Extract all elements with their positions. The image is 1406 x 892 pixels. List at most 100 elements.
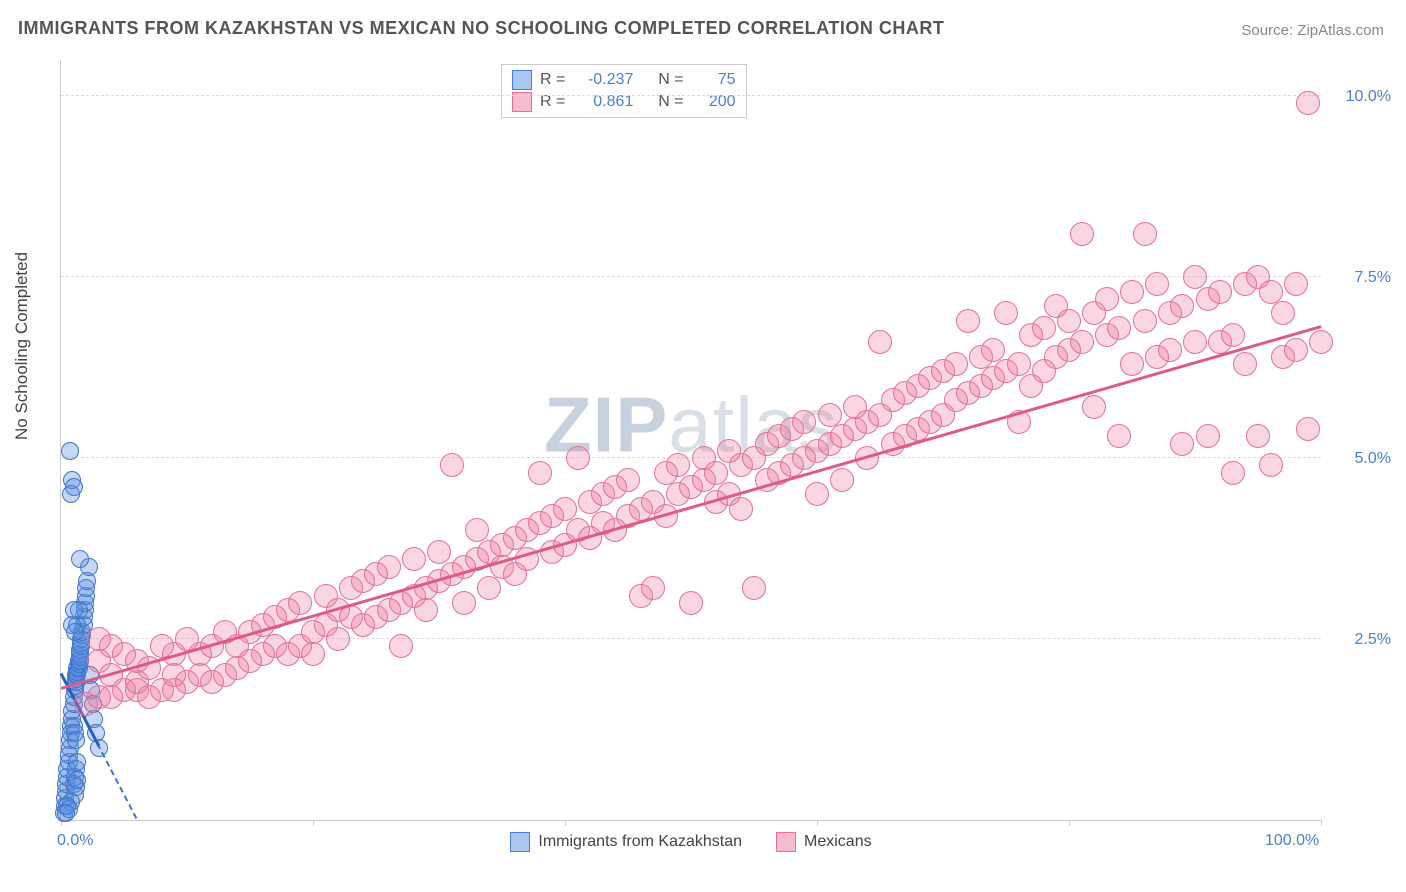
scatter-point-kazakhstan <box>65 601 83 619</box>
y-tick-label: 2.5% <box>1331 631 1391 649</box>
chart-title: IMMIGRANTS FROM KAZAKHSTAN VS MEXICAN NO… <box>18 18 944 39</box>
scatter-point-kazakhstan <box>71 550 89 568</box>
scatter-point-mexicans <box>1183 330 1207 354</box>
scatter-point-mexicans <box>818 403 842 427</box>
source-prefix: Source: <box>1241 22 1297 39</box>
scatter-point-mexicans <box>1120 352 1144 376</box>
series-legend: Immigrants from Kazakhstan Mexicans <box>61 832 1321 852</box>
x-tick-label: 100.0% <box>1265 832 1319 850</box>
watermark-bold: ZIP <box>544 380 668 468</box>
scatter-point-mexicans <box>566 446 590 470</box>
scatter-point-mexicans <box>427 540 451 564</box>
scatter-point-mexicans <box>1120 280 1144 304</box>
scatter-point-mexicans <box>1183 265 1207 289</box>
x-tick <box>1321 820 1322 826</box>
scatter-point-mexicans <box>729 497 753 521</box>
scatter-point-kazakhstan <box>68 771 86 789</box>
y-tick-label: 7.5% <box>1331 269 1391 287</box>
source-attribution: Source: ZipAtlas.com <box>1241 22 1384 39</box>
scatter-point-mexicans <box>1070 330 1094 354</box>
scatter-point-mexicans <box>1296 91 1320 115</box>
legend-r-label: R = <box>540 69 565 91</box>
scatter-point-mexicans <box>1233 352 1257 376</box>
scatter-point-mexicans <box>1259 280 1283 304</box>
legend-row: R =-0.237 N =75 <box>512 69 736 91</box>
scatter-point-mexicans <box>1170 432 1194 456</box>
x-tick-label: 0.0% <box>57 832 93 850</box>
scatter-point-mexicans <box>641 576 665 600</box>
legend-swatch <box>776 832 796 852</box>
legend-label: Mexicans <box>804 833 872 851</box>
scatter-point-mexicans <box>1158 338 1182 362</box>
scatter-point-mexicans <box>792 410 816 434</box>
source-text: ZipAtlas.com <box>1297 22 1384 39</box>
scatter-point-mexicans <box>1170 294 1194 318</box>
y-tick-label: 10.0% <box>1331 88 1391 106</box>
scatter-point-mexicans <box>389 634 413 658</box>
scatter-point-mexicans <box>956 309 980 333</box>
scatter-point-mexicans <box>1082 395 1106 419</box>
scatter-point-mexicans <box>704 461 728 485</box>
scatter-point-kazakhstan <box>61 442 79 460</box>
scatter-point-mexicans <box>1057 309 1081 333</box>
legend-swatch <box>510 832 530 852</box>
scatter-point-mexicans <box>742 576 766 600</box>
legend-item: Mexicans <box>776 832 872 852</box>
scatter-point-kazakhstan <box>68 753 86 771</box>
scatter-point-mexicans <box>981 338 1005 362</box>
scatter-point-mexicans <box>1284 272 1308 296</box>
scatter-point-mexicans <box>1246 424 1270 448</box>
x-tick <box>313 820 314 826</box>
legend-label: Immigrants from Kazakhstan <box>538 833 742 851</box>
scatter-point-mexicans <box>830 468 854 492</box>
scatter-point-kazakhstan <box>57 804 75 822</box>
y-tick-label: 5.0% <box>1331 450 1391 468</box>
scatter-point-mexicans <box>326 627 350 651</box>
scatter-point-mexicans <box>1145 272 1169 296</box>
scatter-point-mexicans <box>616 468 640 492</box>
scatter-point-mexicans <box>868 330 892 354</box>
x-tick <box>565 820 566 826</box>
scatter-point-mexicans <box>1133 222 1157 246</box>
scatter-point-mexicans <box>414 598 438 622</box>
scatter-point-mexicans <box>465 518 489 542</box>
scatter-point-mexicans <box>1032 316 1056 340</box>
scatter-point-mexicans <box>1095 287 1119 311</box>
scatter-point-mexicans <box>1007 352 1031 376</box>
legend-item: Immigrants from Kazakhstan <box>510 832 742 852</box>
scatter-point-kazakhstan <box>66 623 84 641</box>
scatter-point-mexicans <box>528 461 552 485</box>
scatter-point-mexicans <box>679 591 703 615</box>
scatter-point-mexicans <box>1296 417 1320 441</box>
trend-line-mexicans <box>61 325 1322 689</box>
scatter-point-mexicans <box>301 642 325 666</box>
scatter-point-kazakhstan <box>67 731 85 749</box>
scatter-point-mexicans <box>944 352 968 376</box>
scatter-point-mexicans <box>1070 222 1094 246</box>
scatter-point-mexicans <box>1284 338 1308 362</box>
scatter-point-mexicans <box>666 453 690 477</box>
scatter-point-mexicans <box>1271 301 1295 325</box>
x-tick <box>817 820 818 826</box>
plot-area: ZIPatlas R =-0.237 N =75R =0.861 N =200 … <box>60 60 1321 821</box>
scatter-point-kazakhstan <box>65 478 83 496</box>
scatter-point-mexicans <box>1208 280 1232 304</box>
legend-r-value: -0.237 <box>573 69 633 91</box>
scatter-point-mexicans <box>1196 424 1220 448</box>
scatter-point-mexicans <box>452 591 476 615</box>
scatter-point-mexicans <box>1259 453 1283 477</box>
legend-swatch <box>512 70 532 90</box>
scatter-point-mexicans <box>402 547 426 571</box>
scatter-point-mexicans <box>288 591 312 615</box>
scatter-point-mexicans <box>1221 461 1245 485</box>
scatter-point-mexicans <box>87 627 111 651</box>
gridline-h <box>61 276 1321 277</box>
scatter-point-mexicans <box>1309 330 1333 354</box>
scatter-point-mexicans <box>1221 323 1245 347</box>
scatter-point-mexicans <box>377 555 401 579</box>
correlation-legend: R =-0.237 N =75R =0.861 N =200 <box>501 64 747 118</box>
scatter-point-mexicans <box>1107 316 1131 340</box>
y-axis-label: No Schooling Completed <box>12 252 32 440</box>
scatter-point-mexicans <box>805 482 829 506</box>
scatter-point-mexicans <box>1107 424 1131 448</box>
